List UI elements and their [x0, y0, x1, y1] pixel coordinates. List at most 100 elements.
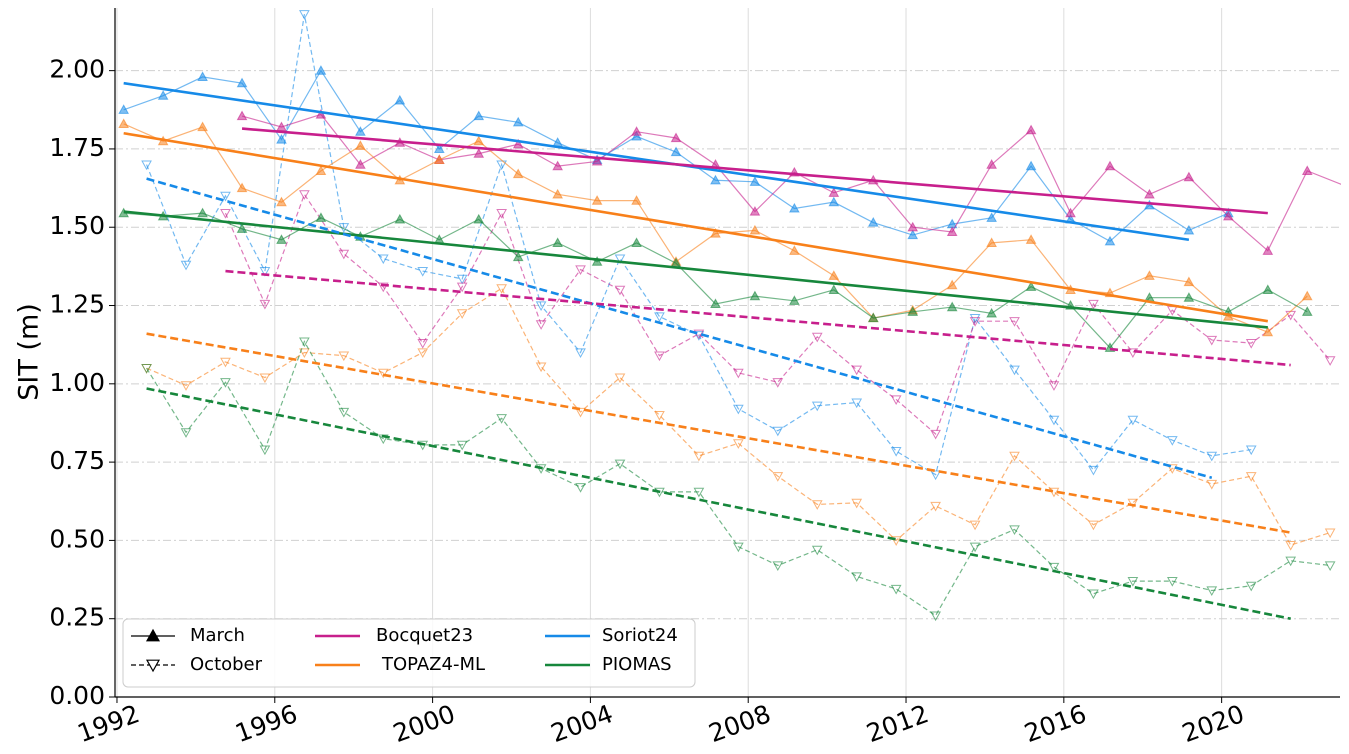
data-point	[1262, 326, 1274, 337]
data-point	[907, 221, 919, 232]
data-point	[299, 10, 310, 20]
data-point	[614, 459, 626, 470]
data-point	[1166, 464, 1178, 474]
data-point	[732, 368, 744, 379]
series-line	[146, 340, 1331, 617]
data-point	[591, 195, 603, 205]
data-point	[1127, 577, 1139, 587]
data-point	[1088, 299, 1099, 310]
data-point	[259, 373, 271, 384]
data-point	[969, 317, 981, 327]
data-point	[1166, 577, 1178, 587]
x-tick-label: 2000	[389, 699, 459, 748]
data-point	[456, 309, 468, 319]
data-point	[1285, 556, 1297, 567]
data-point	[276, 134, 287, 144]
data-point	[276, 196, 287, 207]
data-point	[417, 339, 429, 349]
data-point	[220, 191, 231, 202]
data-point	[811, 545, 823, 556]
data-point	[236, 110, 248, 121]
data-point	[986, 159, 997, 169]
data-point	[496, 209, 507, 219]
series-line	[146, 14, 1252, 476]
data-point	[377, 282, 389, 293]
legend: March October Bocquet23 TOPAZ4-ML Soriot24 PI…	[122, 618, 696, 688]
data-point	[1048, 415, 1060, 426]
data-point	[1324, 528, 1336, 539]
data-point	[890, 395, 902, 406]
data-point	[614, 373, 626, 384]
trend-line	[225, 269, 1291, 367]
data-point	[1088, 465, 1099, 476]
data-point	[1324, 561, 1336, 571]
data-point	[394, 213, 406, 224]
data-point	[986, 212, 997, 222]
trend-line	[146, 332, 1291, 534]
data-point	[710, 298, 721, 309]
data-point	[867, 216, 879, 227]
data-point	[197, 207, 208, 218]
data-point	[299, 190, 310, 200]
data-point	[930, 429, 941, 440]
data-point	[433, 154, 445, 164]
data-point	[315, 65, 327, 75]
data-point	[693, 487, 705, 498]
data-point	[907, 229, 919, 240]
data-point	[355, 159, 366, 169]
data-point	[496, 414, 507, 424]
data-point	[631, 237, 642, 247]
data-point	[772, 426, 784, 437]
data-point	[180, 260, 192, 271]
data-point	[828, 270, 840, 280]
data-point	[1104, 235, 1116, 246]
y-tick-label: 2.00	[49, 55, 105, 84]
data-point	[890, 536, 902, 546]
legend-label: Bocquet23	[376, 625, 473, 646]
data-point	[828, 196, 840, 207]
data-point	[890, 584, 902, 595]
data-point	[732, 542, 744, 553]
data-point	[772, 378, 784, 388]
data-point	[828, 284, 840, 294]
data-point	[575, 407, 586, 418]
data-point	[535, 301, 547, 312]
data-point	[355, 140, 366, 150]
data-point	[614, 254, 626, 265]
data-point	[811, 401, 823, 412]
data-point	[1262, 284, 1274, 294]
data-point	[276, 234, 287, 244]
data-point	[180, 428, 192, 438]
data-point	[552, 137, 564, 147]
data-point	[236, 182, 248, 193]
data-point	[157, 90, 169, 100]
y-tick-label: 0.00	[49, 681, 105, 710]
data-point	[118, 118, 130, 128]
data-point	[789, 245, 800, 255]
data-point	[749, 224, 761, 235]
data-point	[535, 464, 547, 474]
y-tick-label: 0.75	[49, 446, 105, 475]
data-point	[670, 146, 682, 157]
data-point	[315, 165, 327, 175]
legend-label: October	[190, 654, 263, 675]
data-point	[236, 77, 248, 88]
data-point	[220, 357, 231, 368]
y-axis-label: SIT (m)	[14, 303, 45, 401]
data-point	[473, 213, 485, 224]
data-point	[986, 237, 997, 247]
data-point	[512, 251, 524, 262]
data-point	[670, 132, 682, 143]
data-point	[394, 94, 406, 105]
data-point	[1245, 581, 1257, 592]
data-point	[946, 279, 958, 290]
data-point	[930, 470, 941, 481]
data-point	[496, 284, 507, 294]
data-point	[259, 445, 271, 456]
data-point	[1301, 290, 1313, 301]
data-point	[1048, 562, 1060, 573]
data-point	[828, 187, 840, 197]
data-point	[1285, 541, 1297, 551]
trend-line	[123, 210, 1268, 329]
data-point	[811, 500, 823, 510]
